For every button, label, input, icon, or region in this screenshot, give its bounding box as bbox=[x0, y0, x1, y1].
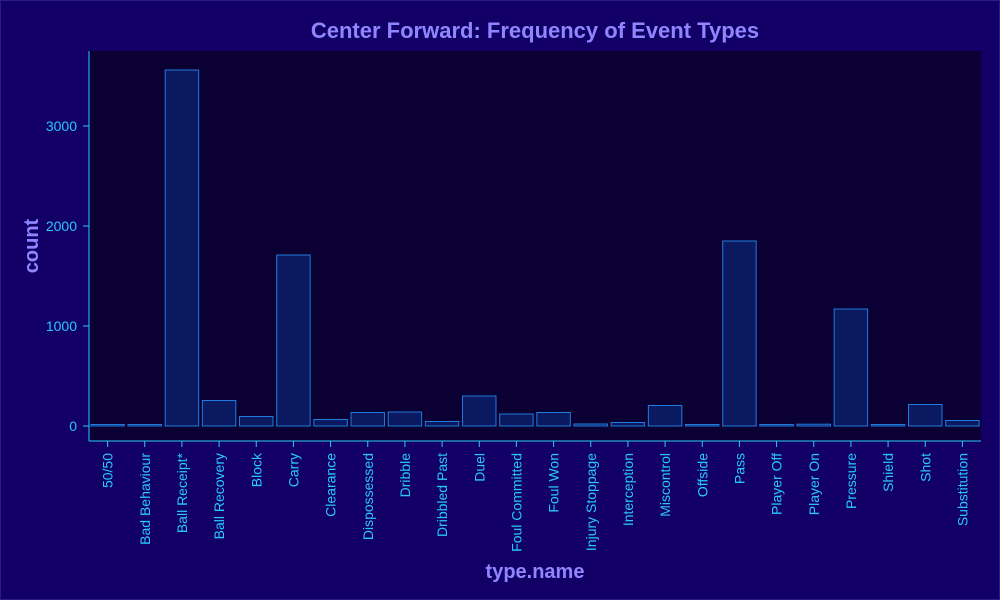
x-tick-label: Dribbled Past bbox=[434, 453, 450, 537]
x-tick-label: Interception bbox=[620, 453, 636, 526]
x-tick-label: Miscontrol bbox=[657, 453, 673, 517]
bar-50-50 bbox=[90, 424, 125, 427]
bar-duel bbox=[462, 395, 497, 427]
x-axis-title: type.name bbox=[486, 561, 585, 583]
bar-clearance bbox=[313, 419, 348, 427]
y-tick-label: 0 bbox=[69, 418, 77, 434]
x-tick-label: Ball Receipt* bbox=[174, 452, 190, 533]
y-tick-label: 1000 bbox=[46, 318, 77, 334]
x-tick-label: Dispossessed bbox=[360, 453, 376, 540]
x-tick-label: Pressure bbox=[843, 453, 859, 509]
bar-dribble bbox=[387, 411, 423, 427]
bar-shot bbox=[908, 404, 943, 427]
x-tick-label: Clearance bbox=[323, 453, 339, 517]
bar-player-on bbox=[796, 423, 831, 427]
bar-player-off bbox=[759, 424, 794, 427]
x-tick-label: Dribble bbox=[397, 453, 413, 498]
x-tick-label: Player Off bbox=[769, 453, 785, 515]
bar-miscontrol bbox=[647, 405, 683, 427]
bar-bad-behaviour bbox=[127, 424, 162, 427]
bar-block bbox=[239, 416, 274, 427]
y-tick-label: 3000 bbox=[46, 118, 77, 134]
bar-carry bbox=[276, 254, 311, 427]
x-tick-label: Carry bbox=[285, 453, 301, 487]
bar-foul-committed bbox=[499, 413, 534, 427]
bars-layer bbox=[90, 69, 980, 427]
x-tick-label: Substitution bbox=[954, 453, 970, 526]
x-ticks-layer: 50/50 Bad Behaviour Ball Receipt* Ball Reco… bbox=[100, 441, 970, 552]
x-tick-label: Duel bbox=[471, 453, 487, 482]
x-tick-label: Pass bbox=[731, 453, 747, 484]
bar-substitution bbox=[945, 420, 980, 427]
chart-title: Center Forward: Frequency of Event Types bbox=[311, 18, 759, 43]
y-axis-title: count bbox=[21, 218, 43, 273]
bar-ball-recovery bbox=[201, 400, 237, 427]
bar-injury-stoppage bbox=[573, 423, 608, 427]
plot-background bbox=[89, 51, 981, 441]
x-tick-label: Shield bbox=[880, 453, 896, 492]
bar-dispossessed bbox=[350, 412, 385, 427]
bar-dribbled-past bbox=[424, 421, 460, 427]
bar-offside bbox=[685, 424, 720, 427]
y-tick-label: 2000 bbox=[46, 218, 77, 234]
x-tick-label: Injury Stoppage bbox=[583, 453, 599, 551]
x-tick-label: Foul Won bbox=[546, 453, 562, 513]
bar-foul-won bbox=[536, 412, 571, 427]
x-tick-label: Block bbox=[248, 452, 264, 487]
x-tick-label: Offside bbox=[694, 453, 710, 497]
bar-ball-receipt bbox=[164, 69, 200, 427]
bar-interception bbox=[610, 422, 646, 427]
bar-shield bbox=[870, 424, 906, 427]
x-tick-label: Foul Committed bbox=[508, 453, 524, 552]
bar-pressure bbox=[833, 308, 869, 427]
x-tick-label: Player On bbox=[806, 453, 822, 515]
bar-pass bbox=[722, 240, 757, 427]
x-tick-label: Bad Behaviour bbox=[137, 453, 153, 545]
y-ticks-layer: 0 1000 2000 3000 bbox=[46, 118, 89, 434]
x-tick-label: Ball Recovery bbox=[211, 453, 227, 539]
x-tick-label: Shot bbox=[917, 453, 933, 482]
x-tick-label: 50/50 bbox=[100, 453, 116, 488]
